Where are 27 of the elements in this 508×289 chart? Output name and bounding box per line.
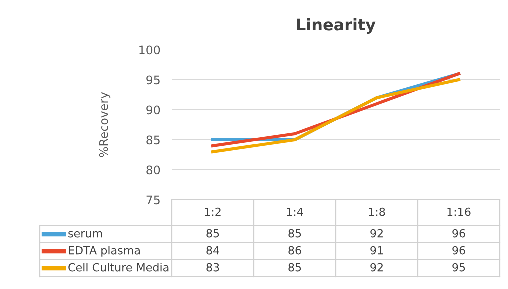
chart-title: Linearity bbox=[297, 18, 376, 34]
data-label: 96 bbox=[452, 246, 466, 255]
legend-label: Cell Culture Media bbox=[68, 263, 169, 272]
data-label: 85 bbox=[206, 229, 220, 238]
data-label: 92 bbox=[370, 229, 383, 238]
legend-label: serum bbox=[68, 231, 102, 238]
x-tick-label: 1:16 bbox=[448, 208, 471, 216]
data-label: 85 bbox=[288, 263, 302, 272]
data-label: 84 bbox=[206, 246, 220, 255]
data-label: 92 bbox=[370, 263, 383, 272]
data-label: 91 bbox=[370, 246, 384, 255]
x-tick-label: 1:4 bbox=[287, 208, 304, 216]
y-tick-label: 100 bbox=[140, 46, 160, 55]
y-tick-label: 95 bbox=[146, 76, 160, 85]
y-tick-label: 80 bbox=[146, 166, 160, 175]
legend-label: EDTA plasma bbox=[69, 246, 140, 257]
x-tick-label: 1:8 bbox=[369, 208, 386, 216]
x-tick-label: 1:2 bbox=[205, 208, 221, 216]
data-label: 83 bbox=[206, 263, 220, 272]
y-tick-label: 85 bbox=[146, 136, 160, 145]
y-tick-label: 75 bbox=[146, 196, 160, 205]
y-tick-label: 90 bbox=[146, 106, 160, 115]
data-label: 86 bbox=[288, 246, 302, 255]
data-label: 95 bbox=[452, 263, 466, 272]
data-label: 96 bbox=[452, 229, 466, 238]
y-axis-title: %Recovery bbox=[99, 92, 111, 158]
data-label: 85 bbox=[288, 229, 302, 238]
